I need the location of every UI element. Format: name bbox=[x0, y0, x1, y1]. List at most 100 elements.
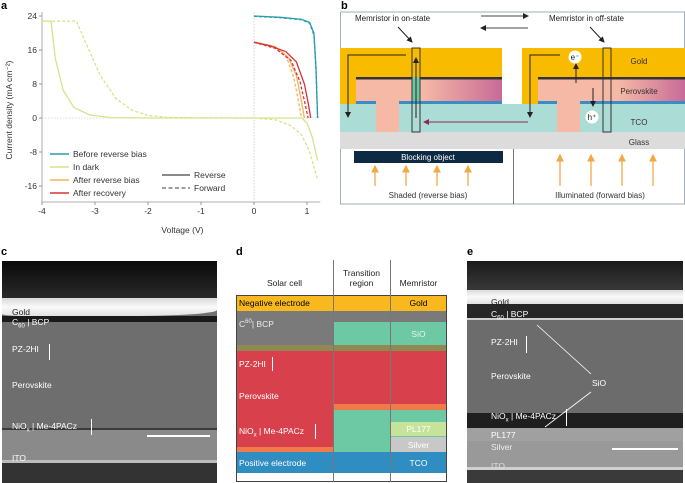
label-c60-bcp: C60 | BCP bbox=[491, 309, 528, 322]
positive-label: Positive electrode bbox=[239, 457, 307, 468]
series-after-reverse-bias-forward bbox=[253, 41, 303, 119]
pz-label: PZ-2HI bbox=[239, 359, 266, 369]
pz-up-arrow-icon bbox=[272, 357, 273, 371]
current-right-arrow bbox=[527, 54, 560, 118]
header-solar-cell: Solar cell bbox=[267, 278, 302, 288]
memristor-schematic: e⁻ h⁺ Memristor in on-state Memristor in… bbox=[340, 11, 685, 205]
blocking-object bbox=[354, 151, 503, 163]
x-axis-label: Voltage (V) bbox=[161, 225, 203, 235]
htl-left-a bbox=[356, 101, 376, 104]
perovskite-via-right bbox=[557, 101, 580, 132]
nio-down-arrow-icon bbox=[566, 409, 567, 426]
htl-orange-layer bbox=[236, 447, 333, 452]
gold-label: Gold bbox=[631, 57, 648, 66]
c60-sub: 60 bbox=[497, 315, 504, 322]
perovskite-left bbox=[356, 79, 502, 101]
panel-label-b: b bbox=[341, 0, 348, 12]
gold-label: Gold bbox=[409, 298, 428, 308]
c60-sub: 60 bbox=[245, 319, 252, 325]
label-gold: Gold bbox=[12, 307, 30, 317]
nio-sub: x bbox=[505, 417, 509, 424]
sem-image-c: Gold C60 | BCP PZ-2HI Perovskite NiOx | … bbox=[2, 261, 217, 483]
label-perovskite: Perovskite bbox=[12, 380, 52, 390]
y-axis-label: Current density (mA cm⁻²) bbox=[4, 60, 14, 159]
nio-text: NiO bbox=[491, 411, 506, 421]
perovskite-label: Perovskite bbox=[620, 87, 658, 96]
on-state-pointer bbox=[397, 26, 413, 43]
tco-cell: TCO bbox=[390, 452, 447, 473]
legend-forward-label: Forward bbox=[194, 183, 225, 193]
header-memristor: Memristor bbox=[399, 278, 438, 288]
glass-label: Glass bbox=[629, 138, 649, 147]
bcp-text: | BCP bbox=[24, 317, 50, 327]
sem-image-e: Gold C60 | BCP PZ-2HI Perovskite SiO NiO… bbox=[467, 261, 683, 483]
htl-right-b bbox=[580, 101, 685, 104]
perovskite-via-left bbox=[376, 101, 399, 132]
y-tick-label: -16 bbox=[25, 181, 38, 191]
silver-label: Silver bbox=[407, 439, 430, 450]
column-divider-2 bbox=[390, 260, 391, 482]
scale-bar bbox=[147, 435, 210, 437]
panel-label-a: a bbox=[1, 0, 8, 12]
label-silver: Silver bbox=[491, 442, 513, 452]
label-c60-bcp: C60 | BCP bbox=[12, 317, 49, 330]
column-divider-1 bbox=[333, 260, 334, 482]
layer-diagram: Solar cell Transition region Memristor N… bbox=[236, 260, 447, 483]
tco-label: TCO bbox=[631, 118, 648, 127]
legend-label: After reverse bias bbox=[73, 175, 140, 185]
series-in-dark-reverse bbox=[42, 20, 319, 161]
positive-electrode: Positive electrode bbox=[236, 452, 447, 473]
pz-up-arrow-icon bbox=[526, 336, 527, 353]
jv-chart: -4 -3 -2 -1 0 1 24 16 8 0 -8 -16 Voltage (V) Current … bbox=[4, 11, 321, 235]
header-transition-region: Transition region bbox=[342, 268, 380, 288]
perovskite-layer bbox=[236, 351, 333, 447]
nio-sub: x bbox=[253, 432, 257, 439]
legend-label: Before reverse bias bbox=[73, 149, 147, 159]
diagram-border bbox=[236, 295, 447, 482]
htl-left-b bbox=[399, 101, 502, 104]
current-left-arrow bbox=[345, 54, 406, 118]
on-state-label: Memristor in on-state bbox=[355, 14, 431, 23]
c60-text: C bbox=[491, 309, 498, 319]
y-tick-label: 24 bbox=[28, 11, 38, 21]
x-tick-label: -2 bbox=[144, 206, 152, 216]
negative-label: Negative electrode bbox=[239, 298, 310, 308]
label-gold: Gold bbox=[491, 297, 509, 307]
interlayer-olive bbox=[236, 345, 447, 351]
label-pz2hi: PZ-2HI bbox=[12, 344, 39, 354]
perovskite-label: Perovskite bbox=[239, 391, 279, 401]
panel-label-d: d bbox=[236, 246, 243, 258]
sio-pointer-arrows bbox=[536, 324, 592, 428]
x-tick-label: -3 bbox=[91, 206, 99, 216]
scale-bar bbox=[612, 448, 678, 450]
silver-cell: Silver bbox=[390, 437, 447, 452]
sio-label: SiO bbox=[411, 328, 426, 339]
electron-label: e⁻ bbox=[571, 53, 580, 62]
series-before-reverse-bias-reverse bbox=[253, 15, 319, 119]
me4pacz-text: | Me-4PACz bbox=[29, 421, 78, 431]
sio-cell: SiO bbox=[390, 322, 447, 345]
sio-arrow-bottom bbox=[544, 391, 592, 428]
legend-label: In dark bbox=[73, 162, 100, 172]
c60-sub: 60 bbox=[18, 323, 25, 330]
label-ito: ITO bbox=[491, 461, 506, 471]
label-ito: ITO bbox=[12, 453, 27, 463]
blocking-label: Blocking object bbox=[401, 153, 456, 162]
glass-layer bbox=[340, 132, 685, 149]
illuminated-label: Illuminated (forward bias) bbox=[555, 191, 645, 200]
c60-text: C bbox=[12, 317, 19, 327]
label-nio: NiOx | Me-4PACz bbox=[12, 421, 77, 434]
nio-text: NiO bbox=[12, 421, 27, 431]
sio-arrow-top bbox=[536, 324, 592, 375]
c60-bcp-layer: C 60 | BCP bbox=[236, 311, 333, 345]
memristor-off-box bbox=[602, 47, 612, 133]
label-perovskite: Perovskite bbox=[491, 371, 531, 381]
series-after-recovery-forward bbox=[253, 41, 309, 119]
panel-label-c: c bbox=[1, 246, 8, 258]
x-tick-label: -4 bbox=[38, 206, 46, 216]
label-pl177: PL177 bbox=[491, 430, 516, 440]
label-nio: NiOx | Me-4PACz bbox=[491, 411, 556, 424]
shaded-label: Shaded (reverse bias) bbox=[389, 191, 468, 200]
legend-reverse-label: Reverse bbox=[194, 170, 226, 180]
